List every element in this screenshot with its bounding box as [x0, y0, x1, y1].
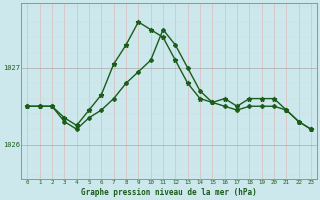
X-axis label: Graphe pression niveau de la mer (hPa): Graphe pression niveau de la mer (hPa) [81, 188, 257, 197]
